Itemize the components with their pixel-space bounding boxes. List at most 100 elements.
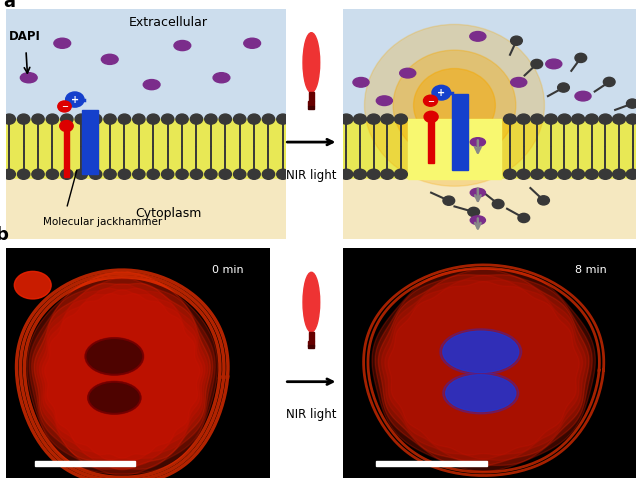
Circle shape (60, 121, 73, 132)
Ellipse shape (575, 92, 591, 102)
Circle shape (303, 273, 320, 332)
Text: b: b (0, 226, 9, 244)
Circle shape (503, 170, 516, 180)
Circle shape (263, 115, 275, 125)
Circle shape (381, 170, 394, 180)
Circle shape (65, 93, 84, 108)
Polygon shape (34, 284, 211, 470)
Circle shape (277, 170, 289, 180)
Circle shape (517, 170, 530, 180)
Circle shape (599, 115, 612, 125)
Ellipse shape (470, 216, 485, 225)
Ellipse shape (440, 329, 522, 375)
Text: 0 min: 0 min (212, 265, 243, 275)
Circle shape (147, 170, 159, 180)
Ellipse shape (21, 74, 37, 83)
Circle shape (626, 170, 639, 180)
Bar (309, 93, 314, 102)
Circle shape (263, 170, 275, 180)
Ellipse shape (443, 373, 519, 414)
Ellipse shape (470, 33, 486, 42)
Text: −: − (427, 97, 434, 105)
Ellipse shape (546, 60, 562, 70)
Circle shape (424, 96, 438, 107)
Circle shape (354, 115, 367, 125)
Circle shape (367, 170, 380, 180)
Circle shape (612, 115, 625, 125)
Circle shape (340, 170, 353, 180)
Circle shape (558, 115, 571, 125)
Bar (308, 341, 315, 346)
Ellipse shape (101, 55, 118, 65)
Circle shape (89, 115, 102, 125)
Polygon shape (37, 284, 208, 465)
Polygon shape (42, 290, 202, 460)
Circle shape (424, 112, 438, 123)
Text: DAPI: DAPI (9, 30, 41, 42)
Circle shape (89, 170, 102, 180)
Circle shape (544, 115, 557, 125)
Circle shape (17, 115, 30, 125)
Circle shape (558, 84, 569, 93)
Circle shape (572, 170, 585, 180)
Circle shape (234, 170, 246, 180)
Circle shape (162, 115, 174, 125)
Polygon shape (381, 276, 586, 460)
Circle shape (162, 170, 174, 180)
Text: 8 min: 8 min (575, 265, 606, 275)
Circle shape (381, 115, 394, 125)
Circle shape (510, 37, 523, 46)
Circle shape (190, 170, 203, 180)
Circle shape (75, 115, 87, 125)
Polygon shape (378, 275, 589, 465)
Circle shape (492, 200, 504, 209)
Polygon shape (385, 281, 582, 459)
Circle shape (531, 115, 544, 125)
Circle shape (133, 170, 145, 180)
Circle shape (394, 170, 407, 180)
Circle shape (468, 208, 480, 217)
Circle shape (627, 100, 638, 109)
Circle shape (219, 170, 231, 180)
Bar (376, 461, 487, 466)
Ellipse shape (400, 69, 416, 79)
Bar (82, 111, 98, 175)
Circle shape (517, 115, 530, 125)
Polygon shape (31, 278, 213, 469)
Text: NIR light: NIR light (286, 168, 336, 182)
Text: Extracellular: Extracellular (129, 16, 208, 29)
Bar (6, 10, 286, 120)
Circle shape (586, 170, 598, 180)
Text: a: a (4, 0, 15, 11)
Ellipse shape (353, 79, 369, 88)
Ellipse shape (446, 375, 516, 412)
Circle shape (340, 115, 353, 125)
Circle shape (558, 170, 571, 180)
Circle shape (544, 170, 557, 180)
Ellipse shape (213, 74, 230, 83)
Bar (428, 118, 434, 163)
Circle shape (147, 115, 159, 125)
Circle shape (586, 115, 598, 125)
Text: Molecular jackhammer: Molecular jackhammer (43, 216, 162, 226)
Ellipse shape (14, 272, 51, 299)
Polygon shape (372, 269, 595, 471)
Ellipse shape (88, 382, 141, 414)
Circle shape (46, 115, 58, 125)
Polygon shape (375, 270, 592, 466)
Bar (343, 120, 636, 180)
Circle shape (75, 170, 87, 180)
Circle shape (17, 170, 30, 180)
Circle shape (531, 60, 542, 69)
Circle shape (104, 170, 116, 180)
Bar (343, 180, 636, 239)
Ellipse shape (143, 81, 160, 90)
Bar (451, 95, 469, 170)
Bar (35, 461, 135, 466)
Circle shape (104, 115, 116, 125)
Ellipse shape (510, 79, 527, 88)
Circle shape (58, 102, 71, 113)
Ellipse shape (174, 41, 191, 52)
Circle shape (234, 115, 246, 125)
Circle shape (176, 170, 188, 180)
